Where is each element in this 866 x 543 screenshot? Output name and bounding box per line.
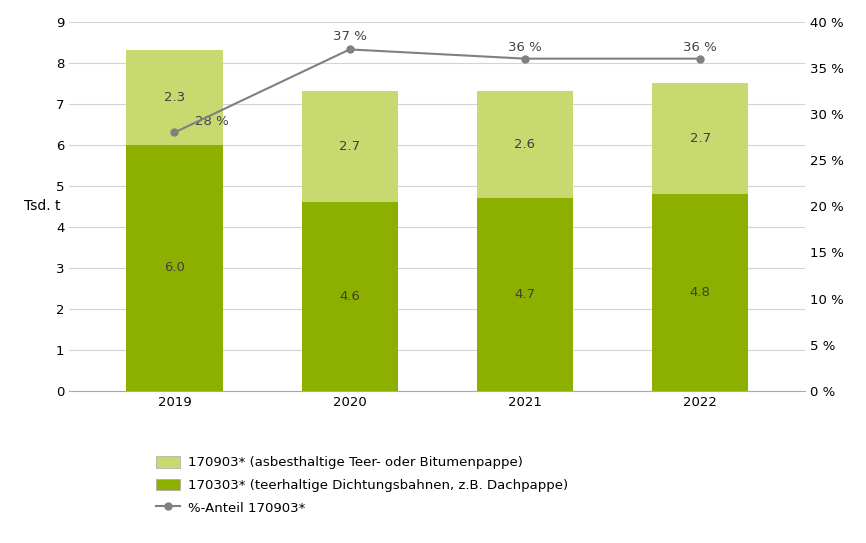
Text: 36 %: 36 %: [508, 41, 542, 54]
Text: 2.3: 2.3: [164, 91, 185, 104]
Text: 37 %: 37 %: [333, 30, 366, 43]
Bar: [652, 194, 748, 391]
Line: %-Anteil 170903*: %-Anteil 170903*: [171, 46, 704, 136]
Text: 2.6: 2.6: [514, 138, 535, 151]
Text: 2.7: 2.7: [339, 140, 360, 153]
Text: 28 %: 28 %: [196, 115, 229, 128]
Y-axis label: Tsd. t: Tsd. t: [23, 199, 61, 213]
Text: 4.6: 4.6: [339, 290, 360, 303]
Bar: [477, 198, 573, 391]
Text: 6.0: 6.0: [164, 261, 184, 274]
Bar: [652, 83, 748, 194]
Text: 36 %: 36 %: [683, 41, 717, 54]
%-Anteil 170903*: [695, 55, 706, 62]
Text: 2.7: 2.7: [689, 132, 711, 145]
Text: 4.8: 4.8: [690, 286, 711, 299]
%-Anteil 170903*: [345, 46, 355, 53]
Bar: [126, 50, 223, 145]
Bar: [126, 145, 223, 391]
%-Anteil 170903*: [169, 129, 179, 136]
Bar: [301, 91, 397, 202]
Bar: [301, 202, 397, 391]
Bar: [477, 91, 573, 198]
Legend: 170903* (asbesthaltige Teer- oder Bitumenpappe), 170303* (teerhaltige Dichtungsb: 170903* (asbesthaltige Teer- oder Bitume…: [150, 449, 574, 521]
Text: 4.7: 4.7: [514, 288, 535, 301]
%-Anteil 170903*: [520, 55, 530, 62]
